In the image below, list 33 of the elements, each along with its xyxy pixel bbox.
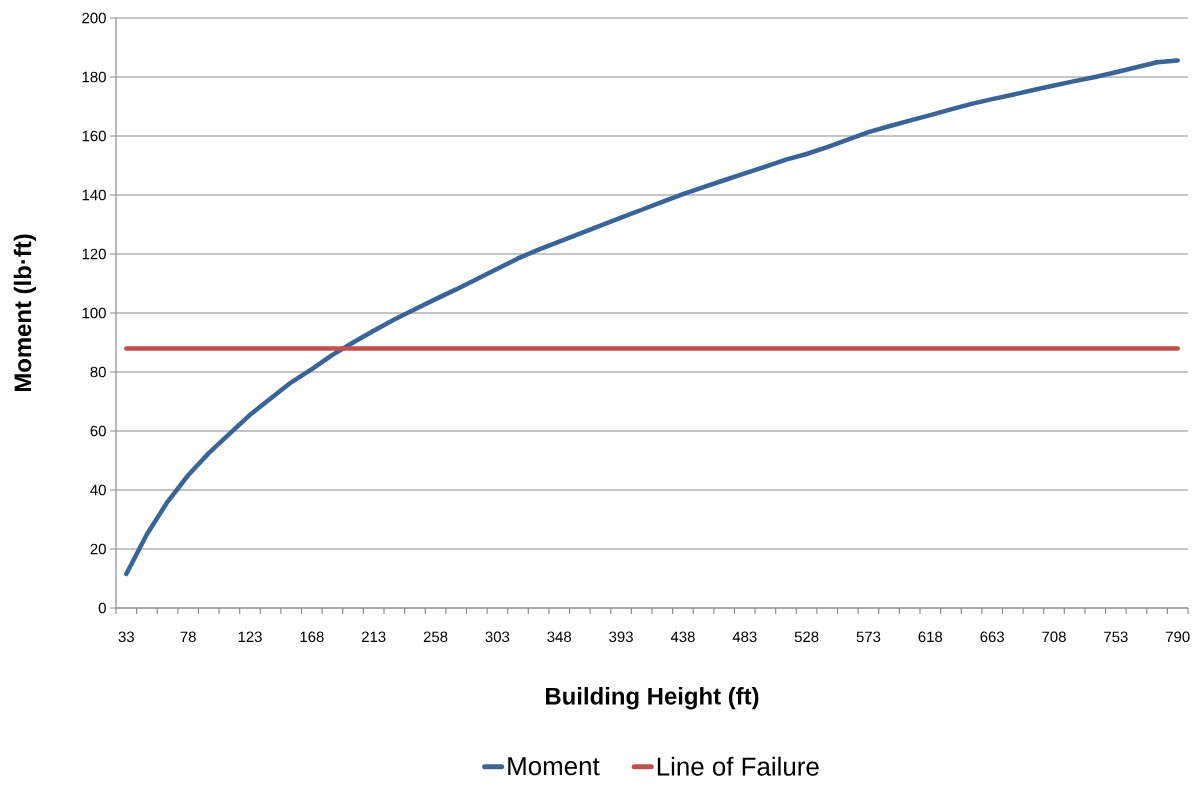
x-tick-label: 753 — [1104, 631, 1128, 643]
x-tick-label: 303 — [485, 631, 510, 643]
y-tick-label: 80 — [90, 366, 106, 378]
y-tick-label: 120 — [82, 248, 106, 260]
y-tick-label: 40 — [90, 484, 106, 496]
x-tick-label: 258 — [423, 631, 448, 643]
y-tick-label: 0 — [98, 602, 106, 614]
x-tick-label: 33 — [118, 631, 134, 643]
x-tick-label: 438 — [670, 631, 695, 643]
x-axis-title: Building Height (ft) — [546, 687, 759, 710]
y-tick-label: 60 — [90, 425, 106, 437]
x-tick-label: 213 — [361, 631, 386, 643]
y-tick-label: 180 — [82, 71, 106, 83]
x-tick-label: 168 — [300, 631, 324, 643]
x-tick-label: 393 — [609, 631, 633, 643]
y-axis-title: Moment (lb·ft) — [13, 234, 37, 392]
x-tick-label: 708 — [1042, 631, 1066, 643]
x-tick-label: 78 — [180, 631, 196, 643]
x-tick-label: 123 — [238, 631, 262, 643]
x-tick-label: 483 — [732, 631, 757, 643]
y-tick-label: 140 — [82, 189, 106, 201]
y-tick-label: 20 — [90, 543, 106, 555]
legend-label: Moment — [508, 757, 600, 776]
x-tick-label: 348 — [547, 631, 572, 643]
y-tick-label: 100 — [82, 307, 106, 319]
x-tick-label: 618 — [918, 631, 943, 643]
y-tick-label: 160 — [82, 130, 106, 142]
x-tick-label: 528 — [794, 631, 819, 643]
x-tick-label: 573 — [856, 631, 881, 643]
legend-label: Line of Failure — [657, 756, 819, 776]
x-tick-label: 790 — [1165, 631, 1190, 643]
y-tick-label: 200 — [82, 12, 106, 24]
x-tick-label: 663 — [980, 631, 1004, 643]
